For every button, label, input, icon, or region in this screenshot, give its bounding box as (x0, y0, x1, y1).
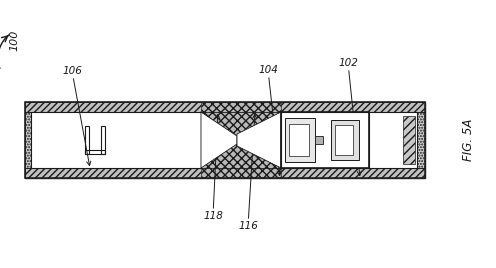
Bar (25, 168, 425, 178)
Polygon shape (201, 112, 237, 168)
Bar (289, 124, 309, 156)
Text: 102: 102 (338, 58, 362, 176)
Text: 116: 116 (238, 114, 258, 231)
Bar (403, 116, 415, 164)
Text: FIG. 5A: FIG. 5A (461, 119, 475, 161)
Text: 106: 106 (62, 66, 91, 166)
Bar (101, 126, 105, 154)
Text: 104: 104 (258, 65, 281, 176)
Bar (331, 120, 359, 160)
Bar (335, 125, 353, 155)
Bar (369, 112, 417, 168)
Bar (281, 112, 369, 168)
Bar (417, 112, 425, 168)
Bar (85, 126, 89, 154)
Bar (25, 112, 31, 168)
Bar (201, 102, 281, 178)
Bar (285, 118, 315, 162)
Bar (315, 136, 323, 144)
Bar (25, 102, 425, 178)
Bar (281, 112, 369, 168)
Text: 100: 100 (9, 29, 19, 51)
Bar (25, 102, 425, 178)
Polygon shape (237, 112, 281, 168)
Bar (85, 150, 105, 154)
Text: 118: 118 (203, 114, 223, 221)
Bar (31, 112, 201, 168)
Bar (25, 102, 425, 112)
